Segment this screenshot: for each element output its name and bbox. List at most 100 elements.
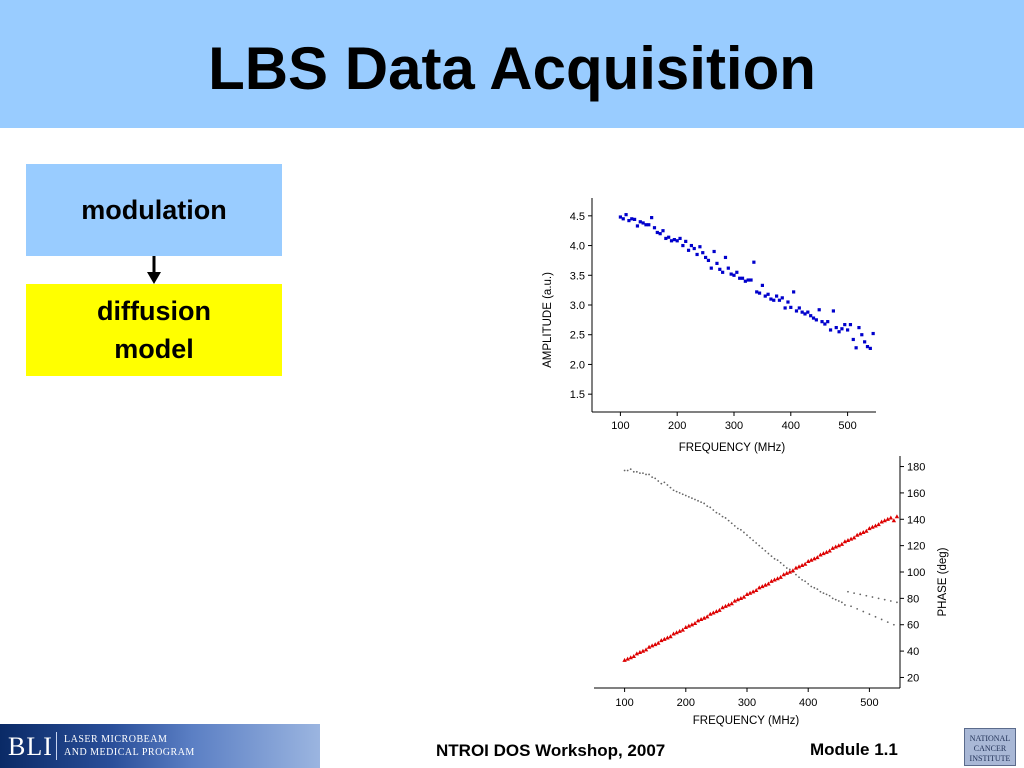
diffusion-model-label: diffusion model <box>97 296 211 364</box>
amplitude-data-point <box>803 312 807 316</box>
phase-gray-data-point <box>889 600 892 602</box>
amplitude-data-point <box>650 216 654 220</box>
phase-gray-data-point <box>822 592 825 594</box>
phase-gray-data-point <box>801 579 803 581</box>
phase-data-point <box>662 636 667 641</box>
phase-gray-data-point <box>880 618 883 621</box>
phase-data-point <box>891 518 897 523</box>
phase-data-point <box>677 628 682 633</box>
phase-data-point <box>833 544 838 549</box>
phase-data-point <box>854 532 860 537</box>
phase-gray-data-point <box>883 598 886 601</box>
phase-gray-data-point <box>825 593 828 596</box>
phase-data-point <box>793 565 799 570</box>
phase-data-point <box>781 572 786 577</box>
amplitude-data-point <box>675 239 679 243</box>
phase-x-tick-label: 100 <box>615 697 633 709</box>
phase-data-point <box>726 602 731 607</box>
amplitude-data-point <box>686 248 691 252</box>
phase-data-point <box>656 640 661 645</box>
phase-data-point <box>695 618 701 623</box>
phase-data-point <box>622 657 627 662</box>
phase-data-point <box>708 611 713 616</box>
phase-y-tick-label: 20 <box>907 672 919 684</box>
amplitude-data-point <box>797 306 801 310</box>
phase-data-point <box>671 631 676 636</box>
amplitude-data-point <box>854 346 858 350</box>
phase-data-point <box>894 514 900 519</box>
amplitude-y-tick-label: 3.5 <box>570 270 585 282</box>
phase-data-point <box>873 523 878 528</box>
phase-gray-data-point <box>795 573 797 576</box>
phase-chart: 100 200 300 400 500 20 40 60 80 100 120 140 160 180 F… <box>594 456 949 727</box>
phase-gray-data-point <box>736 527 739 530</box>
phase-gray-data-point <box>798 576 800 579</box>
bli-logo-line2: AND MEDICAL PROGRAM <box>64 747 195 758</box>
phase-gray-data-point <box>856 608 859 610</box>
amplitude-data-point <box>811 316 816 320</box>
phase-data-point <box>732 598 737 603</box>
phase-data-point <box>717 607 722 612</box>
amplitude-data-point <box>644 223 648 227</box>
phase-gray-data-point <box>850 605 852 608</box>
phase-x-axis-label: FREQUENCY (MHz) <box>693 715 800 727</box>
amplitude-data-point <box>664 236 668 241</box>
phase-data-point <box>714 609 719 614</box>
phase-gray-data-point <box>892 623 895 626</box>
amplitude-data-point <box>757 291 762 295</box>
phase-gray-data-point <box>727 519 730 522</box>
phase-data-point <box>674 630 679 635</box>
amplitude-data-point <box>755 290 759 294</box>
phase-data-point <box>637 650 643 655</box>
phase-data-point <box>680 627 685 632</box>
phase-gray-data-point <box>703 502 706 505</box>
amplitude-x-tick-label: 400 <box>782 420 800 432</box>
phase-data-point <box>827 548 832 553</box>
phase-gray-data-point <box>681 493 684 496</box>
phase-data-point <box>790 568 796 573</box>
phase-gray-data-point <box>844 604 846 606</box>
amplitude-data-point <box>709 266 713 270</box>
phase-gray-data-point <box>758 544 761 547</box>
phase-data-point <box>698 617 704 622</box>
phase-gray-data-point <box>724 517 727 519</box>
phase-gray-data-point <box>853 592 855 594</box>
phase-gray-data-point <box>868 613 871 616</box>
phase-gray-data-point <box>785 567 788 569</box>
amplitude-data-point <box>669 239 674 243</box>
amplitude-data-point <box>715 261 719 265</box>
phase-x-tick-label: 500 <box>860 697 878 709</box>
amplitude-data-point <box>828 328 833 332</box>
phase-x-tick-label: 400 <box>799 697 817 709</box>
phase-data-point <box>879 519 884 524</box>
phase-gray-data-point <box>865 594 868 597</box>
nci-logo-text: NATIONAL CANCER INSTITUTE <box>969 734 1011 763</box>
phase-data-point <box>858 531 863 536</box>
phase-gray-data-point <box>779 561 782 564</box>
phase-data-point <box>692 621 698 626</box>
phase-gray-data-point <box>626 469 629 472</box>
phase-gray-data-point <box>651 476 654 478</box>
amplitude-data-point <box>817 308 821 312</box>
phase-y-tick-label: 140 <box>907 514 925 526</box>
amplitude-data-point <box>743 279 747 283</box>
amplitude-data-point <box>692 246 696 251</box>
amplitude-y-tick-label: 1.5 <box>570 389 585 401</box>
amplitude-data-point <box>698 245 702 249</box>
bli-logo-line1: LASER MICROBEAM <box>64 734 168 745</box>
amplitude-data-point <box>749 278 753 282</box>
phase-data-point <box>683 624 688 629</box>
phase-x-tick-label: 200 <box>677 697 695 709</box>
phase-gray-data-point <box>755 542 758 544</box>
phase-data-point <box>864 528 869 533</box>
amplitude-data-point <box>834 325 838 330</box>
amplitude-x-tick-label: 100 <box>611 420 629 432</box>
phase-data-point <box>747 590 753 595</box>
phase-y-tick-label: 120 <box>907 541 925 553</box>
amplitude-data-point <box>809 314 813 318</box>
phase-y-tick-label: 180 <box>907 462 925 474</box>
phase-data-point <box>659 638 664 643</box>
amplitude-data-point <box>783 306 787 310</box>
footer-workshop-text: NTROI DOS Workshop, 2007 <box>436 741 666 760</box>
amplitude-data-point <box>726 266 730 270</box>
